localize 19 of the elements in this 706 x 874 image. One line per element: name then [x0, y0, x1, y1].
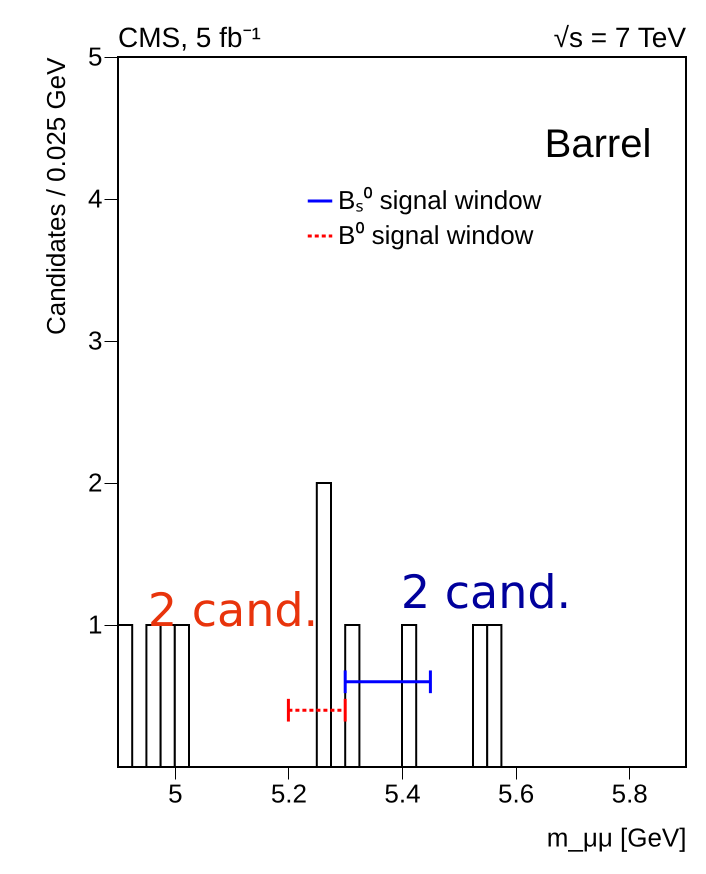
- legend-label: Bₛ⁰ signal window: [338, 185, 542, 215]
- chart-title: CMS, 5 fb⁻¹: [118, 22, 261, 53]
- x-axis-title: m_μμ [GeV]: [546, 822, 686, 852]
- y-tick-label: 2: [88, 468, 102, 498]
- y-tick-label: 1: [88, 610, 102, 640]
- x-tick-label: 5: [168, 778, 183, 808]
- y-tick-label: 4: [88, 184, 102, 214]
- annotation: 2 cand.: [400, 565, 572, 619]
- x-tick-label: 5.4: [384, 778, 421, 808]
- y-tick-label: 3: [88, 326, 102, 356]
- legend-label: B⁰ signal window: [338, 220, 534, 250]
- x-tick-label: 5.8: [612, 778, 648, 808]
- y-tick-label: 5: [88, 42, 102, 72]
- x-tick-label: 5.2: [270, 778, 307, 808]
- annotation: 2 cand.: [148, 583, 318, 637]
- x-tick-label: 5.6: [498, 778, 534, 808]
- annotation: Barrel: [544, 122, 652, 166]
- y-axis-title: Candidates / 0.025 GeV: [41, 56, 72, 336]
- chart-subtitle: √s = 7 TeV: [554, 22, 686, 53]
